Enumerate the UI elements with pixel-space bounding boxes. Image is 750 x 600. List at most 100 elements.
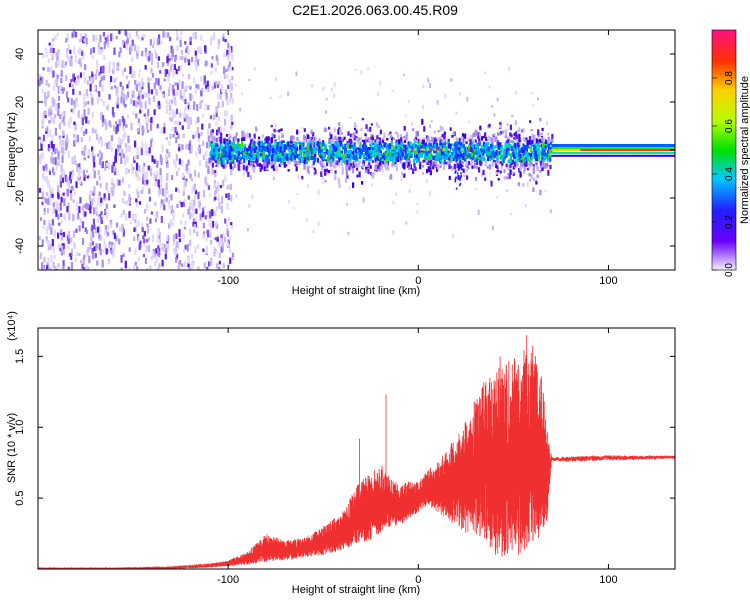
spectrogram-cell — [157, 56, 160, 61]
spectrogram-cell — [92, 191, 95, 196]
spectrogram-cell — [201, 123, 204, 130]
spectrogram-cell — [342, 146, 345, 150]
spectrogram-cell — [536, 150, 539, 155]
spectrogram-cell — [121, 70, 125, 77]
spectrogram-cell — [209, 230, 212, 235]
spectrogram-cell — [185, 113, 188, 120]
spectrogram-cell — [121, 198, 124, 202]
spectrogram-cell — [211, 85, 215, 91]
spectrogram-cell — [50, 53, 54, 58]
spectrogram-cell — [595, 151, 598, 154]
spectrogram-cell — [475, 151, 478, 155]
spectrogram-cell — [478, 142, 481, 146]
spectrogram-cell — [324, 168, 327, 173]
spectrogram-cell — [207, 185, 211, 190]
spectrogram-cell — [222, 158, 225, 165]
spectrogram-cell — [57, 189, 60, 198]
spectrogram-cell — [470, 134, 473, 139]
spectrogram-cell — [294, 159, 297, 163]
spectrogram-cell — [552, 144, 555, 147]
spectrogram-cell — [150, 89, 153, 95]
spectrogram-cell — [220, 143, 223, 150]
spectrogram-cell — [231, 145, 234, 149]
spectrogram-cell — [114, 167, 117, 176]
spectrogram-cell — [572, 154, 575, 157]
spectrogram-cell — [511, 114, 514, 117]
spectrogram-cell — [156, 62, 159, 69]
spectrogram-cell — [202, 231, 206, 237]
spectrogram-cell — [615, 149, 618, 152]
spectrogram-cell — [93, 170, 96, 179]
spectrogram-cell — [283, 158, 286, 162]
spectrogram-cell — [64, 61, 67, 66]
spectrogram-cell — [171, 175, 174, 180]
spectrogram-cell — [440, 148, 444, 151]
spectrogram-cell — [598, 147, 601, 150]
spectrogram-cell — [645, 149, 648, 152]
spectrogram-cell — [444, 135, 447, 140]
spectrogram-cell — [323, 127, 326, 132]
spectrogram-cell — [374, 148, 377, 154]
spectrogram-cell — [100, 136, 103, 141]
spectrogram-cell — [189, 117, 192, 124]
spectrogram-cell — [62, 116, 65, 124]
spectrogram-cell — [178, 260, 181, 265]
spectrogram-cell — [270, 137, 273, 144]
spectrogram-cell — [179, 56, 182, 60]
spectrogram-cell — [490, 137, 493, 144]
spectrogram-y-tick-label: -40 — [14, 238, 26, 254]
spectrogram-cell — [374, 139, 377, 145]
spectrogram-cell — [200, 35, 203, 41]
spectrogram-cell — [217, 131, 220, 134]
spectrogram-cell — [144, 47, 148, 55]
spectrogram-cell — [330, 136, 333, 141]
spectrogram-cell — [644, 151, 647, 154]
spectrogram-cell — [584, 151, 587, 154]
spectrogram-cell — [43, 207, 46, 212]
spectrogram-cell — [175, 253, 179, 260]
spectrogram-cell — [633, 144, 636, 147]
spectrogram-cell — [209, 37, 212, 46]
spectrogram-cell — [542, 142, 545, 147]
spectrogram-cell — [115, 120, 118, 125]
spectrogram-cell — [84, 101, 87, 107]
spectrogram-cell — [179, 219, 183, 225]
spectrogram-cell — [371, 135, 374, 139]
spectrogram-cell — [462, 144, 465, 147]
spectrogram-cell — [551, 154, 554, 157]
spectrogram-cell — [53, 254, 56, 259]
spectrogram-cell — [346, 153, 349, 159]
spectrogram-cell — [47, 179, 50, 185]
spectrogram-cell — [92, 197, 96, 202]
spectrogram-cell — [157, 190, 160, 197]
spectrogram-cell — [495, 171, 499, 175]
spectrogram-cell — [187, 102, 190, 106]
spectrogram-cell — [296, 129, 299, 135]
spectrogram-cell — [57, 95, 61, 102]
spectrogram-cell — [644, 149, 647, 152]
spectrogram-cell — [48, 120, 51, 124]
spectrogram-cell — [168, 58, 171, 62]
spectrogram-cell — [278, 129, 281, 133]
spectrogram-cell — [38, 74, 41, 78]
spectrogram-cell — [202, 140, 205, 146]
spectrogram-cell — [184, 40, 187, 45]
spectrogram-cell — [507, 136, 510, 142]
spectrogram-cell — [38, 188, 42, 193]
spectrogram-cell — [425, 138, 429, 143]
spectrogram-cell — [73, 133, 76, 138]
spectrogram-cell — [456, 150, 460, 155]
spectrogram-cell — [459, 149, 462, 155]
spectrogram-cell — [424, 159, 427, 163]
spectrogram-cell — [263, 160, 267, 165]
spectrogram-cell — [598, 144, 601, 147]
spectrogram-cell — [647, 154, 650, 157]
spectrogram-cell — [277, 156, 280, 162]
spectrogram-cell — [86, 175, 89, 179]
spectrogram-cell — [544, 139, 547, 145]
spectrogram-cell — [647, 144, 650, 147]
spectrogram-cell — [245, 147, 248, 152]
spectrogram-cell — [408, 188, 411, 194]
spectrogram-cell — [47, 243, 50, 251]
